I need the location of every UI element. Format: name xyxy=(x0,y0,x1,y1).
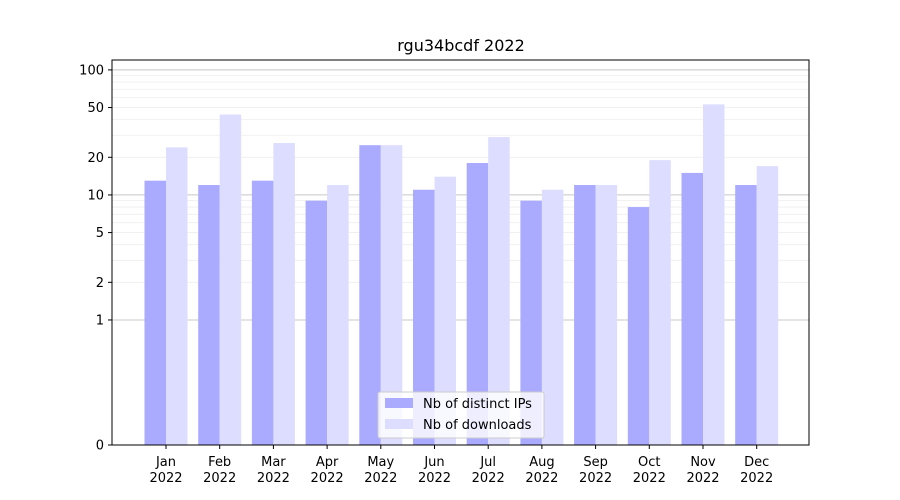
x-tick-label-month: Feb xyxy=(208,455,231,470)
bar-distinct-ips-jul xyxy=(466,163,489,445)
bar-downloads-jan xyxy=(166,147,188,446)
bar-distinct-ips-sep xyxy=(574,185,596,445)
bar-distinct-ips-mar xyxy=(251,180,274,445)
bar-downloads-nov xyxy=(703,104,725,445)
x-tick-label-year: 2022 xyxy=(633,471,666,486)
x-tick-label-year: 2022 xyxy=(579,471,612,486)
bar-downloads-oct xyxy=(649,160,671,445)
y-tick-label: 10 xyxy=(87,188,104,203)
bar-downloads-may xyxy=(380,145,403,445)
y-tick-label: 1 xyxy=(96,313,104,328)
legend-swatch-downloads xyxy=(385,419,413,429)
x-tick-label-month: Nov xyxy=(690,455,716,470)
bars xyxy=(144,104,779,446)
x-tick-label-month: Oct xyxy=(638,455,660,470)
bar-distinct-ips-nov xyxy=(681,172,703,445)
y-tick-label: 50 xyxy=(87,101,104,116)
x-tick-label-year: 2022 xyxy=(364,471,397,486)
x-tick-label-month: Mar xyxy=(261,455,286,470)
bar-downloads-sep xyxy=(595,185,618,445)
legend-swatch-distinct-ips xyxy=(385,398,413,408)
x-tick-label-month: Apr xyxy=(316,455,339,470)
bar-downloads-jul xyxy=(488,137,510,445)
bar-distinct-ips-apr xyxy=(305,200,328,445)
x-tick-label-month: Aug xyxy=(529,455,554,470)
bar-downloads-aug xyxy=(541,189,564,445)
legend-label-distinct-ips: Nb of distinct IPs xyxy=(423,397,532,412)
bar-distinct-ips-jun xyxy=(413,189,435,445)
chart-title: rgu34bcdf 2022 xyxy=(397,36,525,55)
legend-box xyxy=(377,391,545,439)
x-tick-label-month: Jan xyxy=(155,455,176,470)
x-tick-label-year: 2022 xyxy=(257,471,290,486)
bar-downloads-jun xyxy=(434,176,456,445)
x-tick-label-month: Dec xyxy=(744,455,769,470)
y-tick-label: 0 xyxy=(96,439,104,454)
y-tick-label: 2 xyxy=(96,276,104,291)
x-tick-label-year: 2022 xyxy=(525,471,558,486)
x-tick-label-year: 2022 xyxy=(686,471,719,486)
legend: Nb of distinct IPs Nb of downloads xyxy=(377,391,545,439)
y-axis: 0 1 2 5 10 20 50 100 xyxy=(79,63,112,454)
x-tick-label-year: 2022 xyxy=(418,471,451,486)
x-tick-label-month: Sep xyxy=(583,455,608,470)
x-tick-label-month: Jun xyxy=(423,455,444,470)
x-tick-label-year: 2022 xyxy=(203,471,236,486)
bar-distinct-ips-feb xyxy=(198,185,220,445)
bar-downloads-mar xyxy=(273,143,295,445)
x-tick-label-year: 2022 xyxy=(740,471,773,486)
bar-downloads-feb xyxy=(219,114,242,445)
bar-distinct-ips-dec xyxy=(735,185,757,445)
legend-label-downloads: Nb of downloads xyxy=(423,418,532,433)
x-axis: Jan2022Feb2022Mar2022Apr2022May2022Jun20… xyxy=(149,445,773,486)
bar-distinct-ips-aug xyxy=(520,200,542,445)
y-tick-label: 20 xyxy=(87,151,104,166)
x-tick-label-year: 2022 xyxy=(311,471,344,486)
plot-frame xyxy=(111,59,810,446)
bar-downloads-dec xyxy=(756,166,779,445)
y-tick-label: 5 xyxy=(96,226,104,241)
x-tick-label-month: May xyxy=(367,455,394,470)
bar-distinct-ips-oct xyxy=(627,207,650,445)
bar-distinct-ips-may xyxy=(359,145,381,445)
y-tick-label: 100 xyxy=(79,63,104,78)
x-tick-label-year: 2022 xyxy=(472,471,505,486)
x-tick-label-month: Jul xyxy=(479,455,496,470)
bar-downloads-apr xyxy=(327,185,349,445)
x-tick-label-year: 2022 xyxy=(149,471,182,486)
bar-distinct-ips-jan xyxy=(144,180,166,445)
